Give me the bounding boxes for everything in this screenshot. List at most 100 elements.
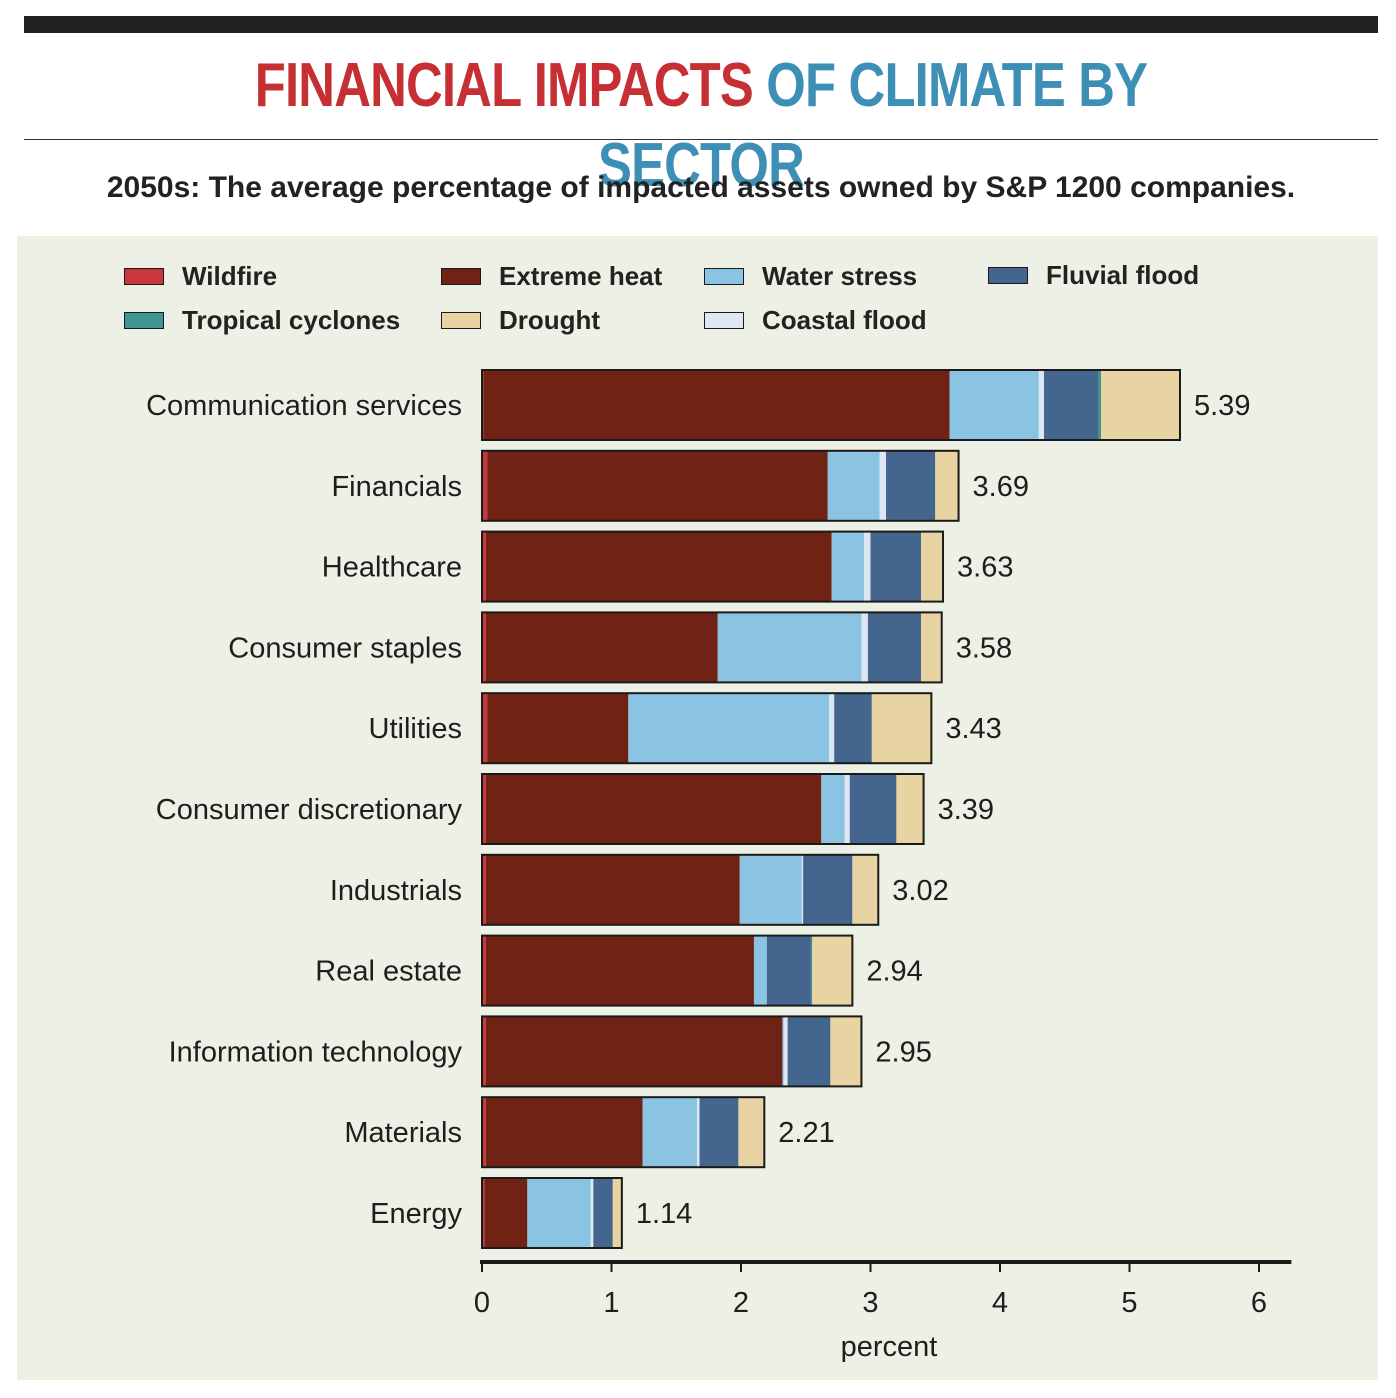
bar-segment (739, 854, 802, 925)
legend-swatch (124, 267, 164, 285)
x-tick-label: 4 (992, 1287, 1008, 1319)
bar-segment (482, 531, 486, 602)
bar-segment (485, 774, 822, 844)
total-label: 3.02 (892, 875, 948, 907)
bar-segment (1098, 370, 1102, 440)
bar-segment (590, 1178, 594, 1248)
bar-outline (481, 1177, 623, 1249)
x-tick-label: 1 (603, 1287, 619, 1319)
category-label: Communication services (146, 390, 462, 422)
bar-segment (886, 450, 936, 521)
bar-outline (481, 1096, 766, 1169)
bar-segment (821, 774, 845, 844)
x-tick-label: 0 (474, 1287, 490, 1319)
total-label: 3.63 (957, 552, 1013, 584)
bar-segment (830, 1016, 862, 1087)
bar-segment (482, 774, 486, 844)
bar-segment (642, 1097, 697, 1168)
bar-segment (871, 693, 932, 764)
legend-swatch (704, 311, 744, 329)
bar-segment (801, 854, 804, 925)
bar-segment (921, 531, 944, 602)
legend-label: Coastal flood (762, 304, 927, 335)
legend-item-extreme-heat: Extreme heat (441, 259, 662, 293)
bar-outline (481, 611, 943, 684)
bar-segment (834, 693, 872, 764)
legend-label: Drought (499, 304, 601, 335)
bar-segment (482, 450, 488, 521)
bar-segment (896, 774, 924, 844)
bar-segment (487, 693, 629, 764)
bar-segment (485, 935, 754, 1006)
bar-outline (481, 692, 933, 765)
title-part-1: FINANCIAL IMPACTS (254, 51, 754, 120)
total-label: 3.43 (945, 713, 1001, 745)
legend-swatch (988, 266, 1028, 284)
category-label: Consumer discretionary (156, 794, 463, 826)
category-label: Healthcare (322, 552, 462, 584)
category-label: Materials (344, 1117, 462, 1149)
x-tick-label: 6 (1251, 1287, 1267, 1319)
chart-title: FINANCIAL IMPACTS OF CLIMATE BY SECTOR (146, 46, 1256, 206)
bar-segment (864, 531, 871, 602)
legend-swatch (124, 311, 164, 329)
bar-segment (699, 1097, 739, 1168)
total-label: 2.94 (866, 956, 922, 988)
bar-segment (949, 370, 1039, 440)
bar-segment (593, 1178, 613, 1248)
legend-label: Fluvial flood (1046, 259, 1200, 290)
x-axis-label: percent (841, 1331, 938, 1363)
bar-segment (484, 1178, 528, 1248)
bar-segment (852, 854, 879, 925)
bar-segment (1038, 370, 1045, 440)
bar-outline (481, 449, 960, 522)
category-label: Real estate (315, 956, 462, 988)
total-label: 2.95 (875, 1036, 931, 1068)
x-tick-label: 5 (1121, 1287, 1137, 1319)
bar-segment (849, 774, 897, 844)
bar-segment (1101, 370, 1181, 440)
bar-segment (485, 1016, 783, 1087)
bar-segment (810, 935, 813, 1006)
legend-label: Tropical cyclones (182, 304, 401, 335)
category-label: Financials (331, 471, 462, 503)
bar-segment (1044, 370, 1099, 440)
bar-segment (482, 1097, 486, 1168)
x-tick-label: 3 (862, 1287, 878, 1319)
category-label: Utilities (369, 713, 462, 745)
category-label: Consumer staples (228, 632, 462, 664)
bar-segment (861, 612, 868, 683)
category-label: Energy (370, 1198, 462, 1230)
bar-outline (481, 369, 1182, 441)
total-label: 2.21 (778, 1117, 834, 1149)
chart-subtitle: 2050s: The average percentage of impacte… (106, 171, 1296, 204)
bar-segment (812, 935, 853, 1006)
bar-segment (482, 612, 486, 683)
bar-segment (482, 854, 486, 925)
bar-outline (481, 530, 945, 603)
title-divider (24, 139, 1378, 140)
bar-segment (482, 935, 486, 1006)
legend-item-wildfire: Wildfire (124, 259, 277, 293)
bar-segment (921, 612, 942, 683)
legend-item-coastal-flood: Coastal flood (704, 303, 927, 337)
total-label: 5.39 (1194, 390, 1250, 422)
bar-segment (879, 450, 887, 521)
legend-swatch (441, 267, 481, 285)
bar-segment (803, 854, 853, 925)
bar-segment (766, 935, 811, 1006)
top-bar (24, 16, 1378, 33)
bar-segment (482, 1178, 485, 1248)
bar-segment (867, 612, 922, 683)
bar-segment (870, 531, 922, 602)
legend-swatch (704, 267, 744, 285)
bar-segment (485, 531, 832, 602)
legend-swatch (441, 311, 481, 329)
category-label: Industrials (330, 875, 462, 907)
bar-segment (783, 1016, 788, 1087)
bar-outline (481, 1015, 863, 1088)
bar-segment (717, 612, 862, 683)
bar-segment (787, 1016, 831, 1087)
legend-label: Wildfire (182, 260, 278, 291)
